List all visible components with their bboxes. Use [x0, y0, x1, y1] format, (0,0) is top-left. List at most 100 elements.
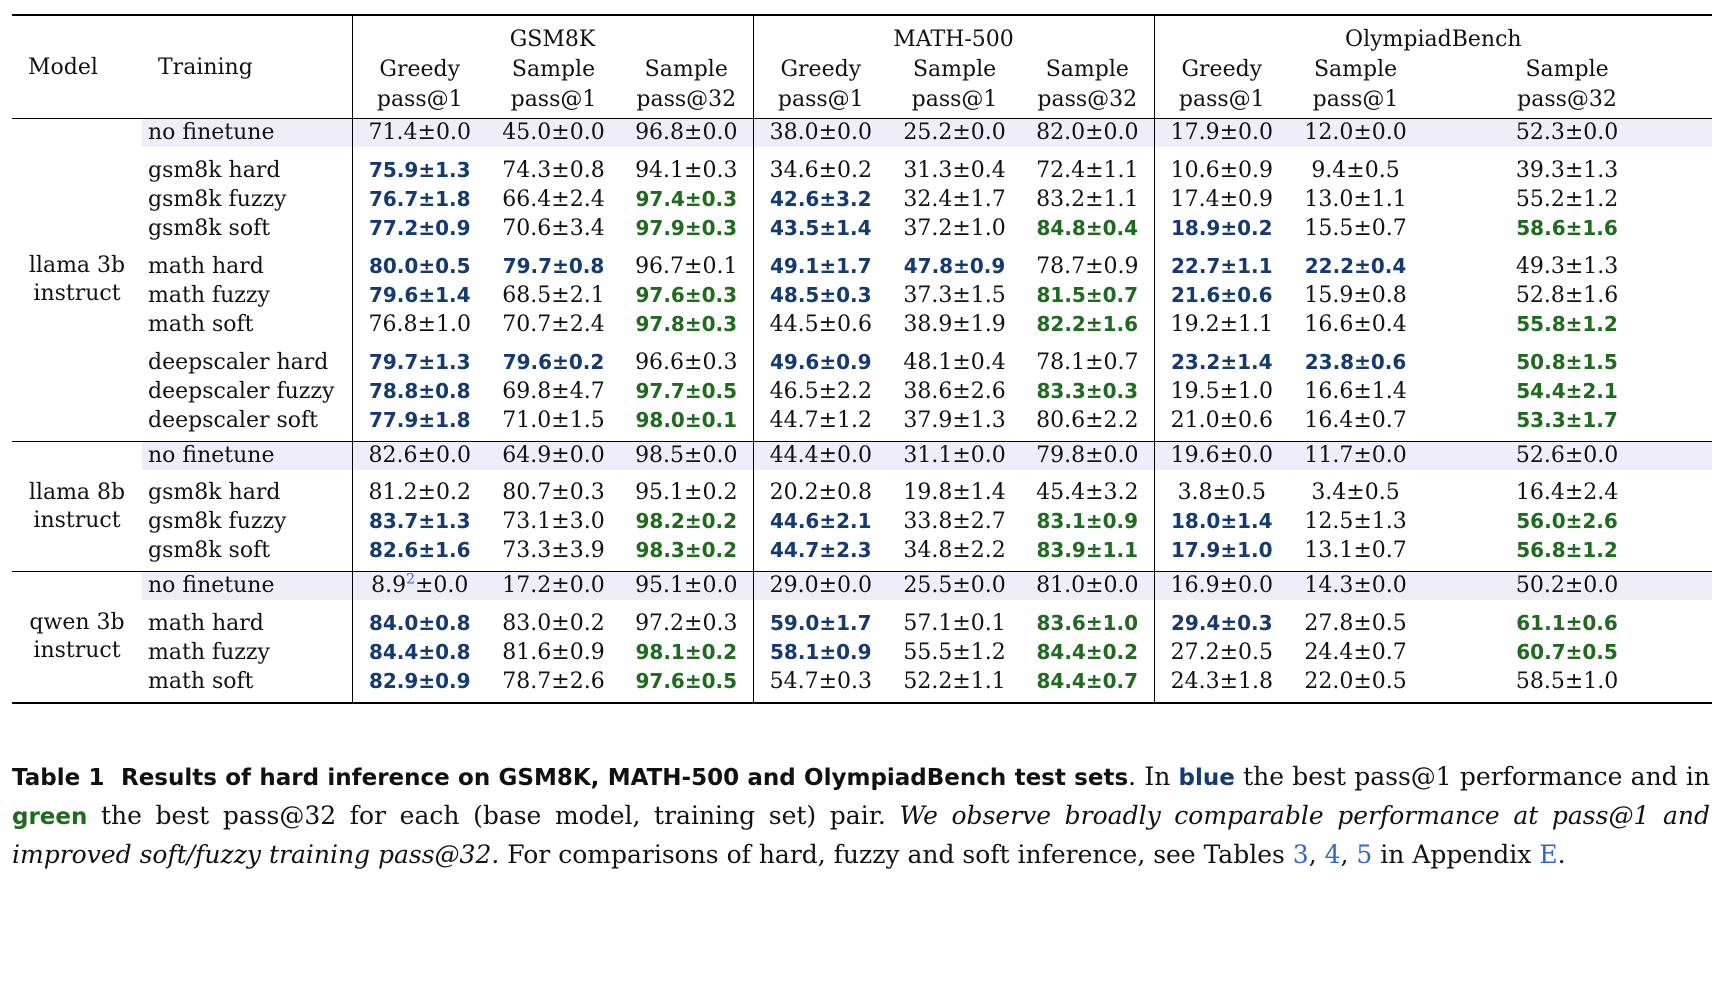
- metric-cell: 29.4±0.3: [1153, 609, 1290, 638]
- table-row: math fuzzy 79.6±1.4 68.5±2.1 97.6±0.3 48.5±0…: [12, 281, 1712, 310]
- metric-value: 29.0±0.0: [769, 573, 872, 598]
- metric-value: 32.4±1.7: [903, 186, 1006, 212]
- row-spacer: [1021, 600, 1154, 609]
- metric-cell: 43.5±1.4: [752, 214, 889, 243]
- metric-cell: 80.0±0.5: [351, 252, 487, 281]
- best-pass1-value: 18.0±1.4: [1171, 509, 1273, 533]
- metric-cell: 80.6±2.2: [1021, 406, 1154, 435]
- row-spacer: [752, 470, 889, 479]
- metric-value: 11.7±0.0: [1304, 443, 1407, 468]
- best-pass1-value: 44.6±2.1: [770, 509, 872, 533]
- row-spacer: [1289, 243, 1422, 252]
- metric-value: 96.8±0.0: [635, 120, 738, 145]
- metric-cell: 16.4±0.7: [1289, 406, 1422, 435]
- table-ref-link[interactable]: 4: [1324, 840, 1341, 869]
- best-pass1-value: 79.6±1.4: [368, 283, 471, 307]
- metric-value: 73.3±3.9: [502, 537, 605, 563]
- best-pass1-value: 75.9±1.3: [368, 158, 471, 182]
- row-spacer: [1289, 147, 1422, 156]
- metric-value: 68.5±2.1: [502, 282, 605, 308]
- metric-value: 74.3±0.8: [502, 157, 605, 183]
- metric-value: 44.7±1.2: [769, 407, 872, 433]
- best-pass32-value: 84.4±0.7: [1036, 669, 1139, 693]
- metric-cell: 38.0±0.0: [752, 118, 889, 147]
- best-pass32-value: 97.7±0.5: [635, 379, 738, 403]
- metric-value: 96.7±0.1: [635, 253, 738, 279]
- metric-cell: 53.3±1.7: [1422, 406, 1712, 435]
- metric-cell: 24.4±0.7: [1289, 638, 1422, 667]
- training-label: deepscaler soft: [148, 407, 319, 433]
- best-pass1-value: 82.9±0.9: [368, 669, 471, 693]
- row-spacer: [1422, 470, 1712, 479]
- metric-value: 31.3±0.4: [903, 157, 1006, 183]
- appendix-ref-link[interactable]: E: [1539, 840, 1558, 869]
- subcolumn-line1: Greedy: [780, 57, 862, 82]
- best-pass32-value: 84.8±0.4: [1036, 216, 1139, 240]
- caption-text: . In: [1128, 762, 1179, 791]
- best-pass1-value: 58.1±0.9: [770, 640, 872, 664]
- best-pass1-value: 82.6±1.6: [368, 538, 471, 562]
- metric-value: 24.4±0.7: [1304, 639, 1407, 665]
- metric-cell: 59.0±1.7: [752, 609, 889, 638]
- metric-value: 3.8±0.5: [1177, 480, 1266, 505]
- row-spacer: [1289, 600, 1422, 609]
- metric-value: 15.9±0.8: [1304, 282, 1407, 308]
- metric-value: 78.1±0.7: [1036, 349, 1139, 375]
- header-subcolumn: Sample pass@1: [888, 52, 1021, 119]
- training-label: gsm8k soft: [148, 537, 271, 563]
- metric-cell: 76.8±1.0: [351, 310, 487, 339]
- header-subcolumn: Sample pass@1: [487, 52, 620, 119]
- metric-cell: 50.8±1.5: [1422, 348, 1712, 377]
- row-spacer: [1422, 696, 1713, 704]
- best-pass1-value: 83.7±1.3: [368, 509, 471, 533]
- metric-cell: 31.1±0.0: [888, 441, 1022, 470]
- table-row: deepscaler fuzzy 78.8±0.8 69.8±4.7 97.7±0.5…: [12, 377, 1712, 406]
- metric-cell: 23.2±1.4: [1153, 348, 1290, 377]
- training-label: math soft: [148, 311, 254, 337]
- table-ref-link[interactable]: 3: [1292, 840, 1309, 869]
- training-label: no finetune: [142, 118, 352, 147]
- row-spacer: [888, 565, 1022, 572]
- metric-value: 21.0±0.6: [1170, 407, 1273, 433]
- metric-cell: 74.3±0.8: [487, 156, 620, 185]
- metric-cell: 73.1±3.0: [487, 507, 620, 536]
- metric-cell: 72.4±1.1: [1021, 156, 1154, 185]
- metric-value: 82.0±0.0: [1036, 120, 1139, 145]
- metric-value: 48.1±0.4: [903, 349, 1006, 375]
- metric-value: 19.5±1.0: [1170, 378, 1273, 404]
- subcolumn-line2: pass@32: [1517, 87, 1617, 112]
- best-pass32-value: 50.8±1.5: [1516, 350, 1618, 374]
- metric-cell: 12.0±0.0: [1289, 118, 1423, 147]
- best-pass1-value: 48.5±0.3: [770, 283, 872, 307]
- row-spacer: [888, 147, 1021, 156]
- row-spacer: [1153, 600, 1290, 609]
- metric-cell: 80.7±0.3: [487, 479, 620, 507]
- metric-value: 44.4±0.0: [769, 443, 872, 468]
- best-pass32-value: 98.3±0.2: [635, 538, 738, 562]
- best-pass1-value: 44.7±2.3: [770, 538, 872, 562]
- footnote-marker[interactable]: 2: [406, 571, 415, 588]
- metric-cell: 79.6±1.4: [351, 281, 487, 310]
- metric-cell: 54.7±0.3: [752, 667, 889, 696]
- metric-value: 78.7±2.6: [502, 668, 605, 694]
- metric-cell: 97.4±0.3: [620, 185, 753, 214]
- metric-value: 14.3±0.0: [1304, 573, 1407, 598]
- metric-cell: 22.7±1.1: [1153, 252, 1290, 281]
- metric-cell: 15.5±0.7: [1289, 214, 1422, 243]
- metric-value: 16.9±0.0: [1170, 573, 1273, 598]
- table-ref-link[interactable]: 5: [1356, 840, 1373, 869]
- metric-value: 8.9: [371, 573, 407, 598]
- best-pass32-value: 84.4±0.2: [1036, 640, 1139, 664]
- metric-cell: 44.6±2.1: [752, 507, 889, 536]
- row-spacer: [351, 565, 487, 572]
- metric-cell: 78.7±2.6: [487, 667, 620, 696]
- row-spacer: [487, 696, 620, 704]
- metric-cell: 71.0±1.5: [487, 406, 620, 435]
- metric-cell: 15.9±0.8: [1289, 281, 1422, 310]
- training-label: deepscaler fuzzy: [148, 378, 335, 404]
- metric-cell: 20.2±0.8: [752, 479, 889, 507]
- row-spacer: [1153, 243, 1290, 252]
- metric-value: 52.8±1.6: [1515, 282, 1619, 308]
- model-name-line1: qwen 3b: [29, 610, 125, 635]
- metric-value: 83.2±1.1: [1036, 186, 1139, 212]
